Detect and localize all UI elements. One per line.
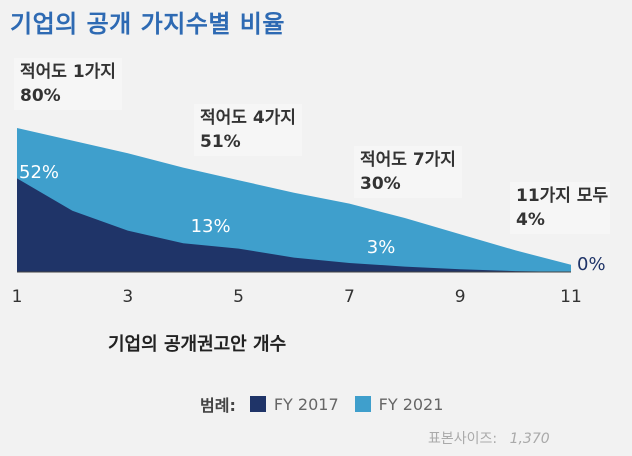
annotation-value: 80% [20,86,61,106]
annotation-value: 51% [200,132,241,152]
area-fy2017 [17,178,571,272]
area-chart: 1 3 5 7 9 11 52% 13% 3% 0% [12,128,606,307]
annotation-7: 적어도 7가지 30% [354,146,462,198]
annotation-label: 적어도 7가지 [360,150,456,170]
legend-text: FY 2017 [273,394,339,414]
legend-label: 범례: [200,396,236,415]
area-fy2021 [17,128,571,272]
legend-swatch-fy2017 [249,396,266,412]
x-axis-title: 기업의 공개권고안 개수 [108,334,287,355]
x-tick-label: 9 [455,287,466,307]
legend: 범례: FY 2017 FY 2021 [200,392,459,416]
legend-swatch-fy2021 [354,396,371,412]
sample-size: 표본사이즈: 1,370 [428,428,550,448]
chart-title: 기업의 공개 가지수별 비율 [10,10,285,38]
legend-item-fy2021: FY 2021 [354,394,444,414]
annotation-label: 적어도 1가지 [20,62,116,82]
annotation-value: 4% [516,210,545,230]
legend-text: FY 2021 [378,394,444,414]
x-tick-label: 11 [560,287,582,307]
annotation-4: 적어도 4가지 51% [194,104,302,156]
sample-size-value: 1,370 [509,431,550,447]
annotation-label: 11가지 모두 [516,186,609,206]
x-tick-label: 5 [233,287,244,307]
data-label: 13% [191,216,231,237]
data-label: 0% [577,254,606,275]
annotation-label: 적어도 4가지 [200,108,296,128]
data-label: 52% [19,162,59,183]
annotation-1: 적어도 1가지 80% [14,58,122,110]
legend-item-fy2017: FY 2017 [249,394,339,414]
annotation-value: 30% [360,174,401,194]
x-tick-label: 1 [12,287,23,307]
x-tick-label: 3 [122,287,133,307]
sample-size-label: 표본사이즈: [428,431,498,447]
data-label: 3% [367,237,396,258]
annotation-11: 11가지 모두 4% [510,182,611,234]
x-tick-label: 7 [344,287,355,307]
